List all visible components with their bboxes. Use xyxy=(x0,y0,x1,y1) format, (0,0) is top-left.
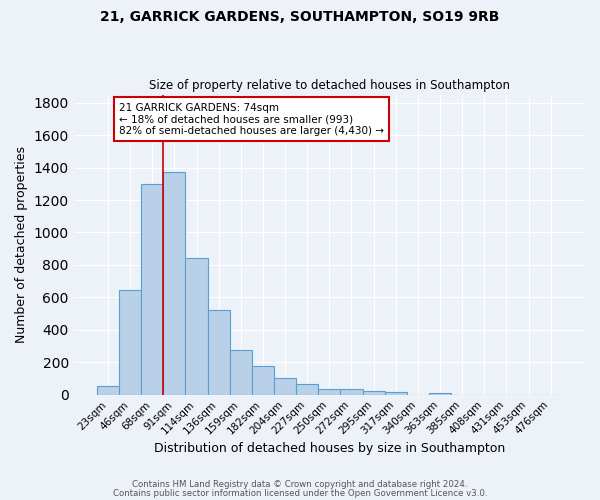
Bar xyxy=(429,392,451,394)
Bar xyxy=(185,258,208,394)
Bar xyxy=(340,389,362,394)
Bar xyxy=(385,392,407,394)
Text: 21, GARRICK GARDENS, SOUTHAMPTON, SO19 9RB: 21, GARRICK GARDENS, SOUTHAMPTON, SO19 9… xyxy=(100,10,500,24)
Bar xyxy=(252,366,274,394)
Bar xyxy=(296,384,318,394)
Bar xyxy=(119,290,141,395)
Bar xyxy=(230,350,252,395)
Title: Size of property relative to detached houses in Southampton: Size of property relative to detached ho… xyxy=(149,79,510,92)
Bar xyxy=(318,389,340,394)
Bar xyxy=(274,378,296,394)
Bar xyxy=(141,184,163,394)
Bar xyxy=(163,172,185,394)
Text: 21 GARRICK GARDENS: 74sqm
← 18% of detached houses are smaller (993)
82% of semi: 21 GARRICK GARDENS: 74sqm ← 18% of detac… xyxy=(119,102,384,136)
X-axis label: Distribution of detached houses by size in Southampton: Distribution of detached houses by size … xyxy=(154,442,505,455)
Bar xyxy=(362,390,385,394)
Text: Contains public sector information licensed under the Open Government Licence v3: Contains public sector information licen… xyxy=(113,489,487,498)
Y-axis label: Number of detached properties: Number of detached properties xyxy=(15,146,28,343)
Bar xyxy=(97,386,119,394)
Text: Contains HM Land Registry data © Crown copyright and database right 2024.: Contains HM Land Registry data © Crown c… xyxy=(132,480,468,489)
Bar xyxy=(208,310,230,394)
